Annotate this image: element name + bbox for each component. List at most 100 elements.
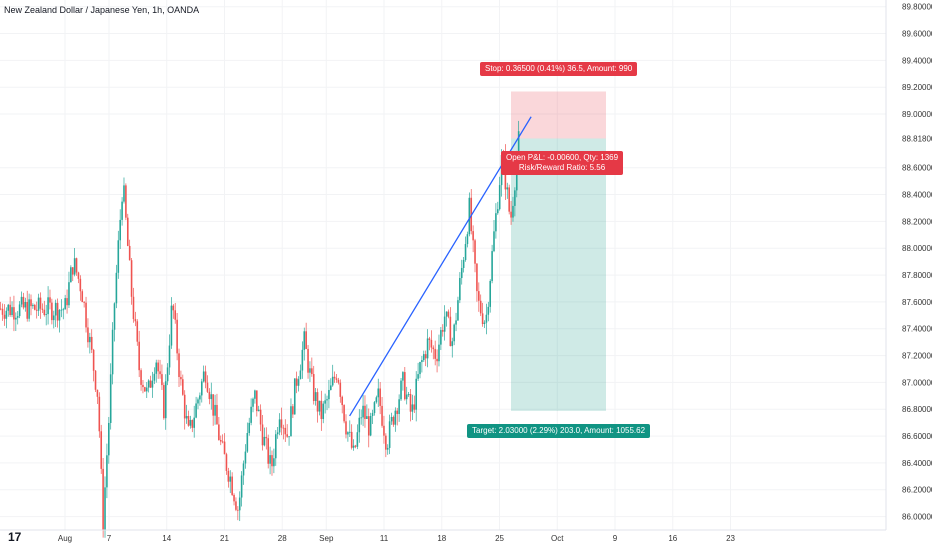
candle-body <box>491 251 493 281</box>
candle-body <box>307 348 309 373</box>
candle-body <box>90 336 93 350</box>
candle-body <box>142 384 144 388</box>
candle-body <box>100 431 103 469</box>
candle-body <box>381 405 383 426</box>
candle-body <box>485 314 488 323</box>
candle-body <box>417 374 419 379</box>
time-tick-label: Aug <box>58 534 72 543</box>
candle-body <box>284 427 287 435</box>
candle-body <box>443 316 446 332</box>
time-tick-label: 28 <box>278 534 287 543</box>
candle-body <box>128 245 131 261</box>
candle-body <box>11 307 13 316</box>
candle-body <box>104 487 106 530</box>
candle-body <box>396 410 399 414</box>
trend-line[interactable] <box>349 116 532 417</box>
candle-body <box>479 300 482 314</box>
candle-body <box>407 394 410 395</box>
open-pnl-text: Open P&L: -0.00600, Qty: 1369 <box>506 153 619 163</box>
gridlines <box>0 0 886 530</box>
candle-body <box>424 354 427 359</box>
candle-body <box>246 433 249 452</box>
candle-body <box>172 305 175 311</box>
candle-body <box>292 406 294 415</box>
candle-body <box>151 380 154 388</box>
time-tick-label: 11 <box>380 534 389 543</box>
candle-body <box>288 436 290 438</box>
candle-body <box>352 445 355 448</box>
price-tick-label: 87.40000 <box>902 325 932 334</box>
price-axis[interactable]: 89.80000 89.60000 89.40000 89.20000 89.00000… <box>885 0 932 530</box>
stop-loss-zone[interactable] <box>511 91 606 139</box>
chart-title: New Zealand Dollar / Japanese Yen, 1h, O… <box>4 5 200 15</box>
candle-body <box>328 389 330 400</box>
candle-body <box>187 415 190 426</box>
candle-body <box>155 362 158 374</box>
candle-body <box>18 304 21 317</box>
candle-body <box>430 339 433 348</box>
take-profit-zone[interactable] <box>511 138 606 411</box>
candle-body <box>200 381 203 396</box>
price-tick-label: 88.40000 <box>902 191 932 200</box>
candle-body <box>62 309 65 311</box>
candle-body <box>257 409 260 412</box>
tradingview-logo[interactable]: 17 <box>8 530 22 544</box>
candle-body <box>259 409 262 425</box>
candle-body <box>212 394 214 416</box>
candle-body <box>144 387 146 392</box>
candle-body <box>136 321 139 342</box>
candle-body <box>176 319 178 354</box>
candle-body <box>75 258 78 273</box>
candle-body <box>182 379 184 395</box>
candle-body <box>464 244 467 261</box>
candle-body <box>115 272 118 304</box>
candle-body <box>16 316 19 318</box>
candle-body <box>51 302 53 321</box>
candle-body <box>83 302 85 303</box>
candle-body <box>320 400 323 420</box>
candle-body <box>447 311 450 317</box>
candle-body <box>227 470 230 482</box>
candle-body <box>415 378 418 410</box>
candle-body <box>303 331 306 350</box>
price-tick-label: 88.00000 <box>902 244 932 253</box>
candle-body <box>421 360 423 363</box>
candle-body <box>256 390 258 412</box>
candle-body <box>377 388 380 398</box>
candle-body <box>123 185 125 202</box>
candle-body <box>451 341 454 347</box>
candle-body <box>68 282 70 306</box>
candle-body <box>170 305 173 346</box>
candle-body <box>400 380 402 400</box>
candle-body <box>371 413 374 417</box>
candle-body <box>108 422 110 456</box>
candle-body <box>462 260 465 268</box>
candle-body <box>398 399 400 414</box>
candle-body <box>189 419 192 426</box>
time-axis[interactable]: Aug 7 14 21 28 Sep 11 18 25 Oct 9 16 23 <box>0 529 886 543</box>
candle-body <box>229 476 232 482</box>
candle-body <box>508 187 510 212</box>
candle-body <box>92 349 95 371</box>
candle-body <box>166 367 169 382</box>
candle-body <box>161 374 163 386</box>
candle-body <box>366 416 368 419</box>
candle-body <box>180 376 182 380</box>
candle-body <box>274 434 277 459</box>
price-tick-label: 86.40000 <box>902 459 932 468</box>
candle-body <box>202 371 205 382</box>
time-tick-label: 16 <box>668 534 677 543</box>
candle-body <box>132 296 135 320</box>
candle-body <box>1 308 4 315</box>
candle-body <box>248 422 251 434</box>
candle-body <box>22 296 25 308</box>
candle-body <box>58 310 61 321</box>
time-tick-label: 7 <box>107 534 112 543</box>
candle-body <box>89 336 91 343</box>
candle-body <box>195 403 197 418</box>
candle-body <box>85 302 87 328</box>
candle-body <box>460 267 463 279</box>
candle-body <box>392 416 395 425</box>
candle-body <box>273 458 275 467</box>
